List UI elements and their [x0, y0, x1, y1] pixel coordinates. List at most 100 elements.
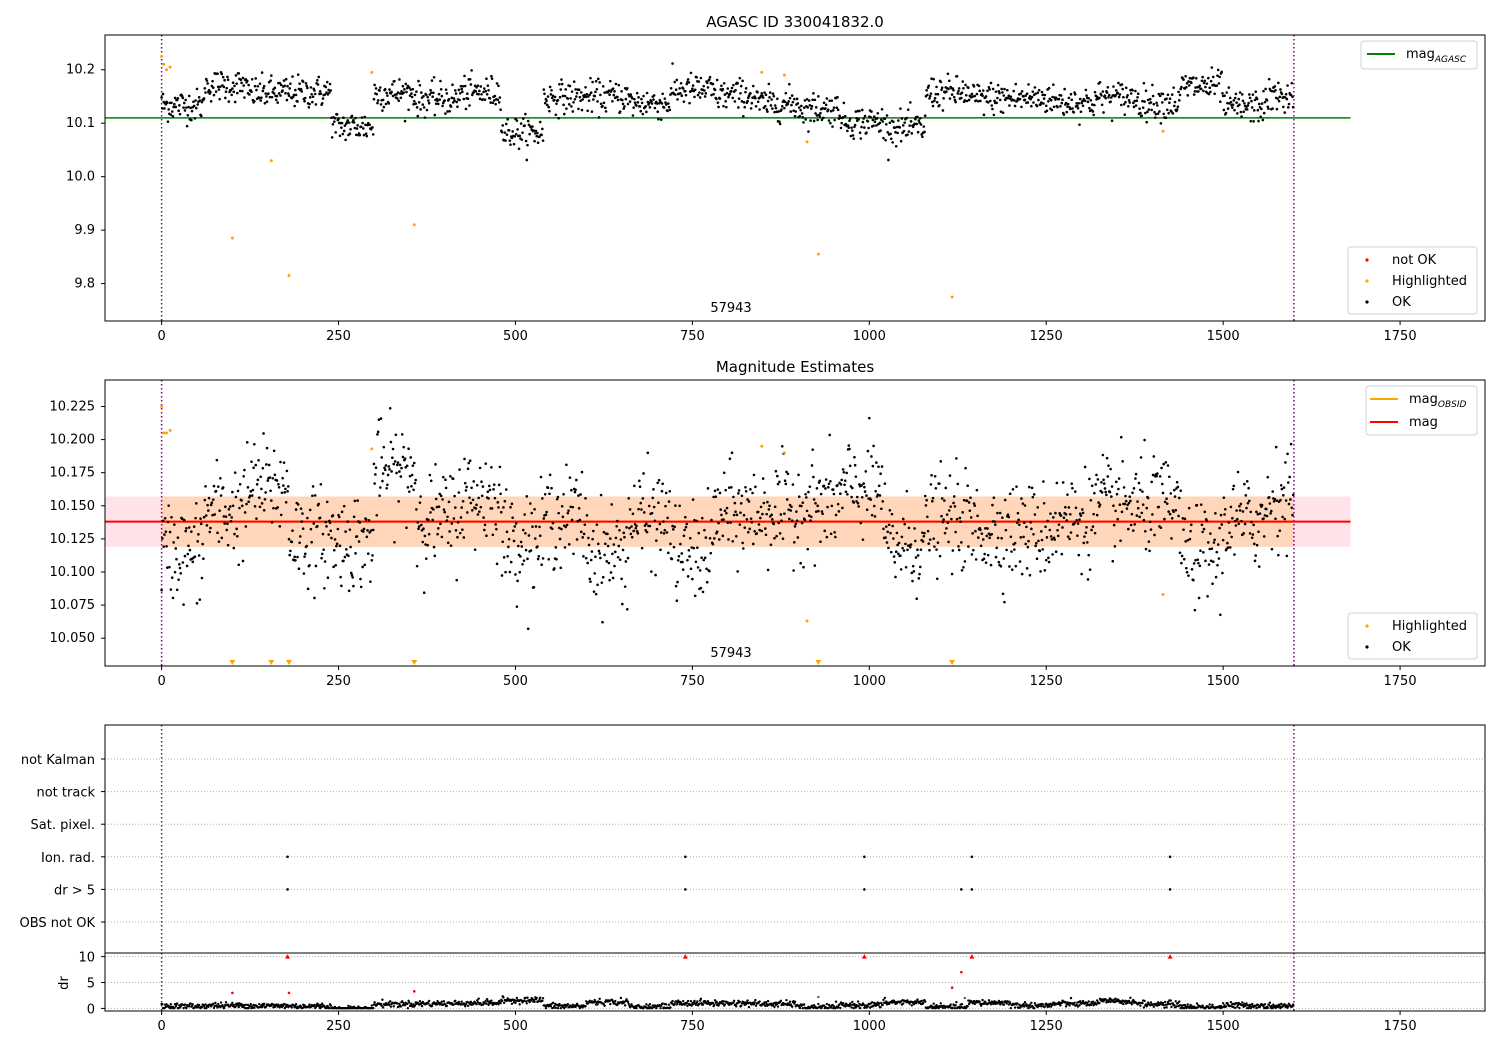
magnitude-ok-point — [696, 566, 700, 569]
magnitude-ok-point — [505, 530, 509, 534]
agasc-ok-point — [444, 112, 447, 115]
agasc-ok-point — [689, 71, 693, 75]
agasc-ok-point — [459, 84, 463, 88]
magnitude-ok-point — [409, 456, 413, 459]
magnitude-ok-point — [336, 527, 340, 531]
agasc-ok-point — [1062, 113, 1066, 116]
agasc-ok-point — [773, 104, 777, 107]
agasc-ok-point — [899, 107, 902, 110]
magnitude-ok-point — [202, 557, 205, 561]
magnitude-ok-point — [797, 495, 801, 499]
agasc-ok-point — [338, 134, 342, 138]
magnitude-ok-point — [617, 544, 621, 548]
dr-ok-point — [1095, 1003, 1098, 1006]
flags-point — [863, 888, 866, 891]
dr-ok-point — [427, 1002, 430, 1005]
dr-ok-point — [402, 1001, 405, 1005]
agasc-ok-point — [590, 110, 594, 113]
magnitude-ok-point — [766, 500, 769, 504]
magnitude-ok-point — [544, 513, 548, 517]
agasc-ok-point — [480, 92, 483, 96]
agasc-ok-point — [395, 97, 399, 100]
magnitude-ok-point — [1139, 488, 1142, 492]
magnitude-ok-point — [785, 470, 788, 474]
agasc-ok-point — [1209, 90, 1212, 94]
dr-ok-point — [882, 998, 885, 1002]
magnitude-ok-point — [733, 501, 737, 505]
magnitude-ok-point — [220, 536, 224, 540]
agasc-ok-point — [601, 104, 604, 108]
magnitude-ok-point — [216, 485, 220, 488]
agasc-ok-point — [1176, 105, 1180, 109]
agasc-ok-point — [1132, 105, 1136, 109]
agasc-ok-point — [693, 88, 697, 92]
magnitude-ok-point — [558, 537, 562, 541]
dr-ok-point — [686, 1004, 689, 1008]
magnitude-ok-point — [727, 486, 731, 489]
dr-ok-point — [1141, 1002, 1144, 1005]
dr-ok-point — [1030, 1001, 1033, 1004]
agasc-ok-point — [633, 101, 637, 104]
magnitude-ok-point — [1121, 460, 1124, 463]
agasc-ok-point — [206, 82, 209, 85]
magnitude-ok-point — [645, 530, 649, 534]
magnitude-ok-point — [1127, 501, 1131, 505]
magnitude-ok-point — [279, 513, 283, 517]
magnitude-ok-point — [776, 474, 779, 478]
magnitude-ok-point — [1256, 512, 1260, 516]
agasc-ok-point — [341, 132, 345, 136]
dr-ok-point — [1005, 1002, 1008, 1005]
agasc-ok-point — [439, 79, 442, 83]
magnitude-ytick-label: 10.100 — [50, 565, 96, 580]
agasc-ok-point — [725, 91, 729, 95]
agasc-ok-point — [219, 85, 222, 88]
magnitude-ok-point — [1172, 510, 1175, 514]
agasc-ok-point — [766, 99, 770, 103]
magnitude-ok-point — [469, 501, 473, 505]
agasc-xtick-label: 1000 — [853, 329, 886, 344]
magnitude-ok-point — [1093, 491, 1096, 495]
magnitude-ok-point — [352, 515, 356, 519]
agasc-ok-point — [1014, 82, 1018, 86]
magnitude-ok-point — [1125, 507, 1129, 510]
magnitude-ok-point — [551, 521, 555, 525]
magnitude-ok-point — [450, 522, 454, 525]
magnitude-ok-point — [381, 479, 384, 483]
agasc-ok-point — [1242, 110, 1245, 114]
dr-ok-point — [598, 997, 601, 1001]
magnitude-ok-point — [284, 500, 288, 504]
magnitude-ok-point — [1080, 572, 1083, 576]
agasc-ok-point — [1143, 100, 1146, 103]
magnitude-ok-point — [741, 541, 744, 545]
agasc-ok-point — [371, 133, 375, 136]
magnitude-ok-point — [688, 555, 691, 558]
magnitude-ok-point — [1032, 493, 1036, 496]
dr-ok-point — [381, 1006, 385, 1009]
magnitude-ok-point — [877, 465, 880, 468]
agasc-ok-point — [1177, 90, 1180, 94]
magnitude-ok-point — [1222, 496, 1226, 499]
agasc-ok-point — [233, 84, 236, 88]
agasc-ok-point — [400, 90, 403, 93]
magnitude-ok-point — [337, 515, 341, 519]
dr-ok-point — [185, 1006, 188, 1010]
magnitude-ok-point — [894, 550, 898, 554]
magnitude-ok-point — [1180, 554, 1184, 558]
agasc-ok-point — [778, 120, 781, 124]
agasc-ok-point — [1107, 96, 1110, 99]
agasc-ok-point — [988, 88, 991, 91]
magnitude-ok-point — [224, 505, 227, 509]
dr-ok-point — [1245, 1002, 1248, 1005]
dr-ok-point — [317, 1003, 320, 1006]
agasc-ok-point — [574, 88, 577, 91]
magnitude-ok-point — [916, 548, 919, 551]
agasc-ok-point — [293, 104, 296, 108]
dr-ok-point — [308, 1003, 311, 1006]
magnitude-ok-point — [834, 513, 838, 517]
agasc-ok-point — [618, 110, 622, 113]
dr-ok-point — [497, 1003, 500, 1006]
magnitude-ok-point — [1190, 567, 1194, 571]
agasc-ok-point — [743, 105, 747, 109]
magnitude-ok-point — [712, 495, 715, 499]
agasc-ok-point — [1262, 89, 1265, 93]
